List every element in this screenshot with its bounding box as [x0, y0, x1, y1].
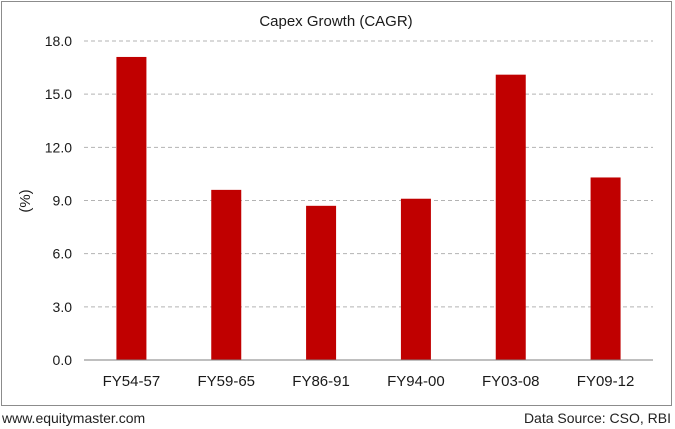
y-tick-label: 6.0 [53, 246, 73, 262]
x-tick-label: FY86-91 [292, 373, 350, 390]
y-tick-label: 15.0 [45, 86, 72, 102]
x-tick-labels: FY54-57 FY59-65 FY86-91 FY94-00 FY03-08 FY09-… [103, 373, 635, 390]
footer-website: www.equitymaster.com [2, 410, 146, 426]
x-tick-label: FY54-57 [103, 373, 161, 390]
bar [400, 198, 431, 360]
x-tick-label: FY59-65 [197, 373, 255, 390]
y-axis-label: (%) [17, 189, 34, 212]
bar [211, 189, 242, 360]
bar [590, 177, 621, 360]
y-tick-label: 12.0 [45, 139, 72, 155]
bar-chart: Capex Growth (CAGR) (%) 0.0 3.0 6.0 9.0 12.0… [17, 13, 653, 390]
x-tick-label: FY09-12 [577, 373, 635, 390]
bar [495, 74, 526, 360]
bar [116, 56, 147, 360]
bars [116, 56, 621, 360]
chart-frame [1, 1, 672, 406]
y-tick-label: 9.0 [53, 193, 73, 209]
footer-source: Data Source: CSO, RBI [523, 410, 671, 426]
y-tick-label: 18.0 [45, 33, 72, 49]
chart-title: Capex Growth (CAGR) [259, 13, 412, 30]
y-tick-labels: 0.0 3.0 6.0 9.0 12.0 15.0 18.0 [45, 33, 72, 368]
y-tick-label: 3.0 [53, 299, 73, 315]
grid-layer [84, 40, 653, 308]
x-tick-label: FY94-00 [387, 373, 445, 390]
y-tick-label: 0.0 [53, 352, 73, 368]
x-tick-label: FY03-08 [482, 373, 540, 390]
bar [306, 205, 337, 360]
